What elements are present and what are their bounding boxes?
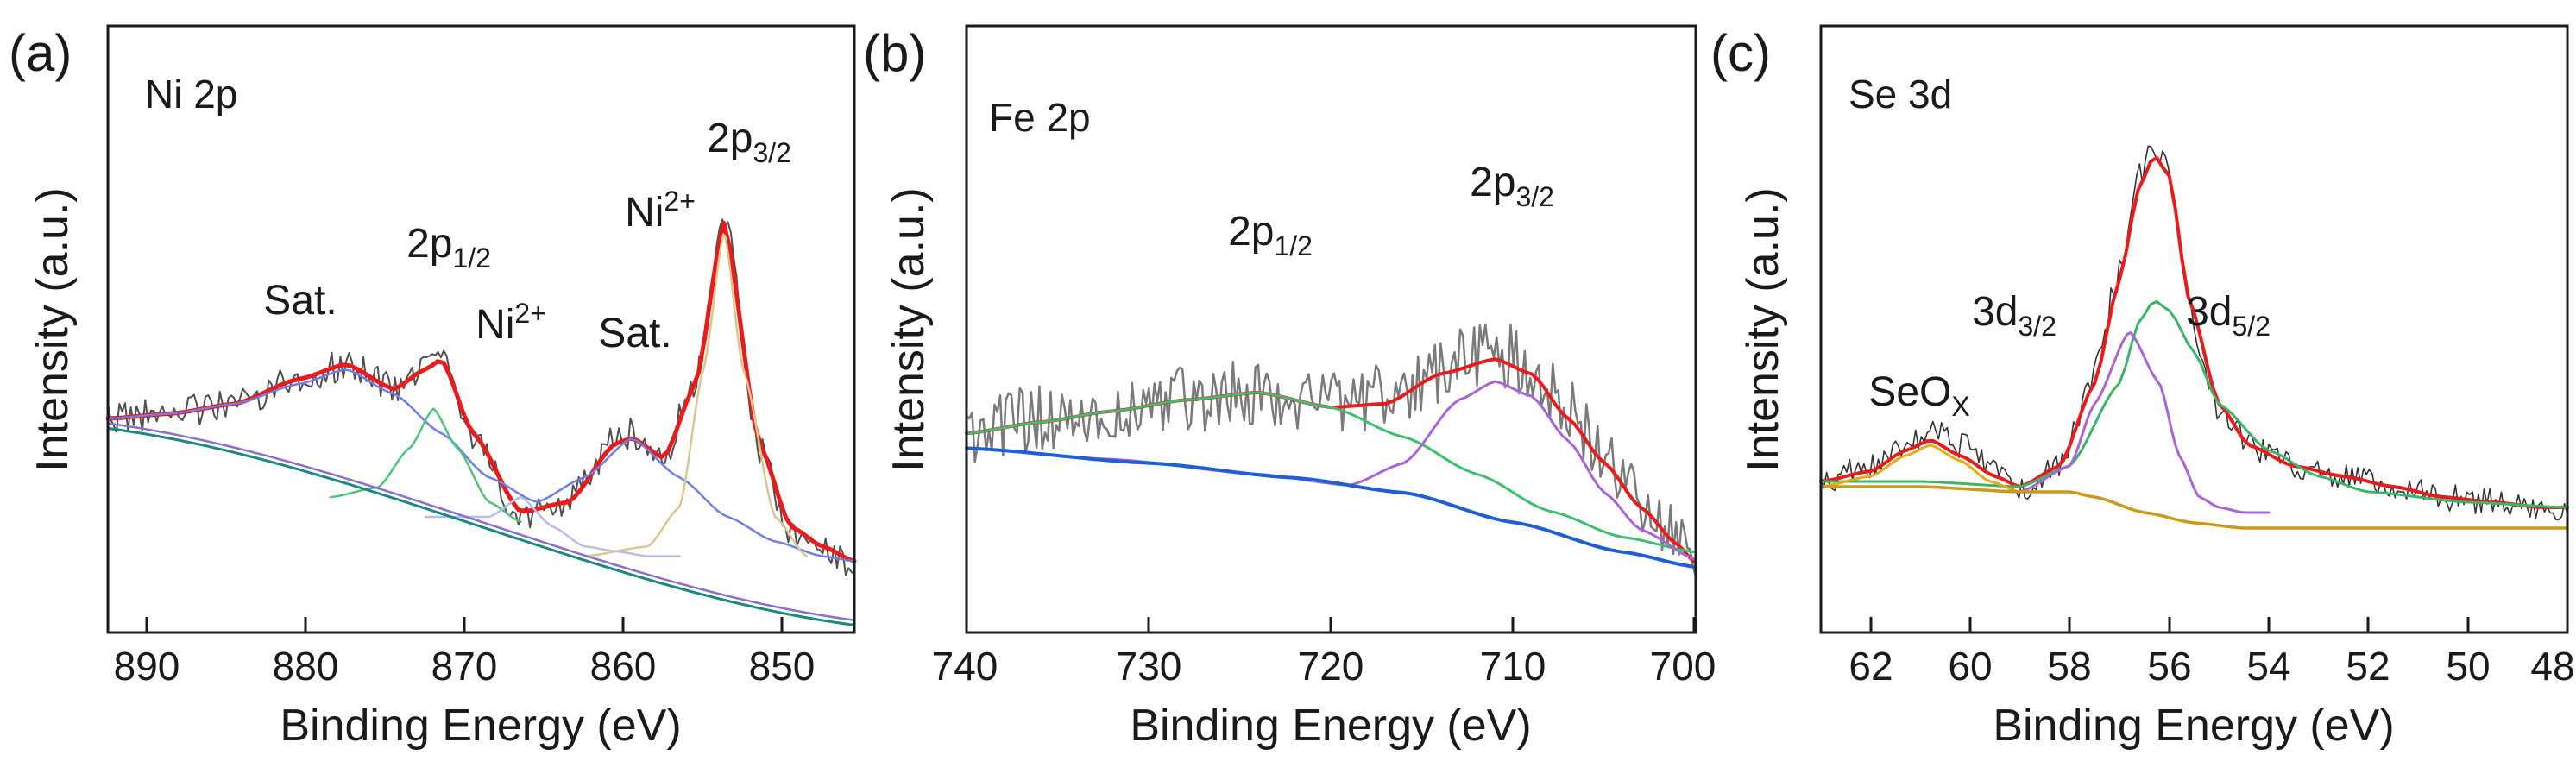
panel-c-peak-label-3d52: 3d5/2 xyxy=(2186,289,2271,342)
panel-a-series-2p1-2 xyxy=(329,407,522,523)
panel-b-peak-label-2p12: 2p1/2 xyxy=(1228,209,1313,261)
panel-b-series-fit xyxy=(965,357,1697,565)
panel-a-series-ni2-2p1-2-envelope xyxy=(106,368,856,563)
panel-a-plot xyxy=(105,218,857,626)
panel-a-series-background xyxy=(106,426,856,626)
panel-a-element-label: Ni 2p xyxy=(145,72,237,116)
panel-a-peak-label-ni2-1: Ni2+ xyxy=(476,298,546,348)
panel-a-label: (a) xyxy=(9,24,72,82)
panel-a-frame xyxy=(106,24,856,634)
panel-a-series-ni2-2p3-2 xyxy=(583,233,809,557)
panel-a-tick-label: 880 xyxy=(273,644,339,689)
panel-c-plot xyxy=(1819,145,2569,530)
panel-c-series-background xyxy=(1819,485,2569,530)
panel-b-tick-label: 730 xyxy=(1116,644,1182,689)
panel-b-tick-label: 740 xyxy=(932,644,998,689)
panel-b-peak-label-2p32: 2p3/2 xyxy=(1470,160,1554,212)
panel-a-tick-label: 870 xyxy=(431,644,498,689)
panel-c-y-axis-title: Intensity (a.u.) xyxy=(1738,187,1788,471)
panel-c-tick-label: 58 xyxy=(2047,644,2091,689)
panel-a-tick-label: 850 xyxy=(749,644,816,689)
panel-b-y-axis-title: Intensity (a.u.) xyxy=(884,187,934,471)
panel-b-label: (b) xyxy=(863,24,926,82)
panel-a-peak-label-2p12: 2p1/2 xyxy=(406,221,491,274)
panel-c-peak-label-seox: SeOX xyxy=(1868,369,1969,422)
panel-c-series-seox xyxy=(1819,444,2046,494)
panel-a-series-raw xyxy=(107,218,855,576)
panel-c-series-3d5-2 xyxy=(1819,299,2569,509)
panel-b-series-background xyxy=(965,446,1697,569)
panel-a-peak-label-sat-1: Sat. xyxy=(263,278,337,324)
panel-b-plot xyxy=(965,323,1697,578)
panel-b-series-2p1-2-component xyxy=(965,391,1697,554)
panel-b-tick-label: 710 xyxy=(1480,644,1546,689)
panel-a-series-background-2 xyxy=(106,422,856,621)
panel-b-tick-label: 700 xyxy=(1650,644,1716,689)
panel-b-x-axis-title: Binding Energy (eV) xyxy=(1130,701,1531,751)
panel-a-peak-label-sat-2: Sat. xyxy=(598,311,671,356)
panel-a-peak-label-ni2-2: Ni2+ xyxy=(625,186,696,236)
panel-c-x-axis-title: Binding Energy (eV) xyxy=(1993,701,2394,751)
panel-a: (a) Ni 2p 890 880 870 860 850 Binding En… xyxy=(9,24,857,751)
panel-c-x-ticks: 62 60 58 56 54 52 50 48 xyxy=(1849,617,2575,689)
panel-c-frame xyxy=(1819,24,2569,634)
panel-a-peak-label-2p32: 2p3/2 xyxy=(707,116,791,168)
panel-b-tick-label: 720 xyxy=(1298,644,1364,689)
panel-c-series-fit xyxy=(1819,155,2569,509)
panel-c-tick-label: 56 xyxy=(2147,644,2191,689)
panel-b-series-raw xyxy=(965,323,1697,578)
panel-c: (c) Se 3d 62 60 58 56 54 52 50 48 Bindin… xyxy=(1710,24,2575,751)
panel-b: (b) Fe 2p 740 730 720 710 700 Binding En… xyxy=(863,24,1716,751)
panel-c-tick-label: 52 xyxy=(2346,644,2390,689)
panel-c-element-label: Se 3d xyxy=(1849,72,1952,116)
panel-c-tick-label: 48 xyxy=(2530,644,2574,689)
panel-c-tick-label: 54 xyxy=(2246,644,2290,689)
panel-c-peak-label-3d32: 3d3/2 xyxy=(1972,289,2056,342)
panel-c-label: (c) xyxy=(1710,24,1771,82)
panel-b-element-label: Fe 2p xyxy=(989,95,1091,140)
panel-c-tick-label: 50 xyxy=(2446,644,2490,689)
panel-a-y-axis-title: Intensity (a.u.) xyxy=(28,187,78,471)
panel-a-tick-label: 890 xyxy=(114,644,180,689)
panel-b-x-ticks: 740 730 720 710 700 xyxy=(932,617,1716,689)
panel-a-x-axis-title: Binding Energy (eV) xyxy=(280,701,681,751)
panel-a-x-ticks: 890 880 870 860 850 xyxy=(114,617,816,689)
panel-a-tick-label: 860 xyxy=(590,644,657,689)
panel-c-tick-label: 60 xyxy=(1948,644,1992,689)
panel-c-tick-label: 62 xyxy=(1849,644,1893,689)
